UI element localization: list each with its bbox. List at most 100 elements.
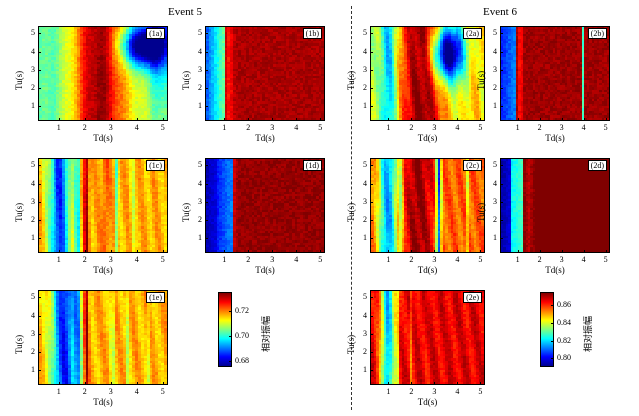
y-axis-label: Tu(s) [181,70,191,90]
y-tick-mark [370,201,373,203]
x-tick-label: 2 [82,255,87,264]
x-tick-mark [224,250,226,253]
panel-tag: (2b) [587,28,607,39]
x-tick-label: 2 [246,255,251,264]
x-tick-mark [480,250,482,253]
x-tick-label: 5 [603,123,608,132]
x-tick-mark [136,118,138,121]
colorbar-tick-mark [229,335,232,337]
y-tick-label: 4 [31,178,35,188]
colorbar-title: 相对振幅 [584,315,594,352]
x-tick-label: 1 [515,123,520,132]
panel-tag: (2a) [463,28,482,39]
y-tick-mark [38,201,41,203]
y-tick-mark [38,183,41,185]
x-tick-label: 4 [455,387,460,396]
plot-area-1c: (1c) [38,158,168,253]
heatmap-grid [501,27,609,120]
cbar-event6 [540,292,554,367]
x-tick-label: 4 [134,387,139,396]
y-tick-label: 1 [31,101,35,111]
y-tick-label: 3 [31,64,35,74]
y-tick-mark [370,297,373,299]
y-tick-label: 1 [31,365,35,375]
colorbar-tick-mark [551,358,554,360]
y-tick-mark [500,33,503,35]
y-tick-label: 4 [493,178,497,188]
x-tick-label: 1 [222,255,227,264]
x-tick-mark [411,118,413,121]
x-tick-label: 3 [559,123,564,132]
x-tick-mark [162,250,164,253]
y-tick-label: 2 [31,215,35,225]
panel-divider [351,6,352,410]
y-tick-mark [38,352,41,354]
x-tick-mark [136,382,138,385]
y-tick-mark [370,220,373,222]
event-title-5: Event 5 [168,6,202,18]
y-tick-mark [38,88,41,90]
heatmap-grid [39,291,167,384]
y-tick-mark [38,220,41,222]
x-tick-mark [84,250,86,253]
y-tick-label: 5 [363,292,367,302]
x-tick-label: 2 [246,123,251,132]
y-tick-mark [500,106,503,108]
y-tick-label: 4 [31,310,35,320]
y-tick-mark [370,333,373,335]
x-tick-label: 3 [108,387,113,396]
y-tick-mark [370,165,373,167]
x-tick-label: 4 [134,255,139,264]
panel-tag: (1c) [146,160,165,171]
y-tick-mark [38,238,41,240]
y-tick-label: 1 [363,365,367,375]
colorbar-tick-mark [229,360,232,362]
x-tick-mark [388,382,390,385]
x-tick-label: 5 [318,123,323,132]
x-tick-label: 4 [455,255,460,264]
colorbar-tick-mark [551,340,554,342]
heatmap-grid [206,159,324,252]
y-tick-label: 5 [493,28,497,38]
y-tick-mark [205,106,208,108]
y-tick-label: 3 [493,196,497,206]
x-tick-label: 2 [82,123,87,132]
plot-area-2a: (2a) [370,26,485,121]
colorbar-tick-label: 0.84 [557,317,571,327]
y-tick-label: 5 [31,292,35,302]
y-tick-mark [370,88,373,90]
x-tick-label: 1 [222,123,227,132]
heatmap-grid [501,159,609,252]
y-tick-label: 2 [493,83,497,93]
x-tick-label: 5 [478,387,483,396]
x-tick-mark [605,250,607,253]
y-tick-mark [370,106,373,108]
colorbar-tick-label: 0.80 [557,353,571,363]
x-tick-label: 5 [478,123,483,132]
x-axis-label: Td(s) [417,265,438,275]
x-tick-label: 3 [559,255,564,264]
x-tick-label: 5 [160,387,165,396]
y-tick-mark [370,51,373,53]
plot-area-2e: (2e) [370,290,485,385]
y-axis-label: Tu(s) [346,70,356,90]
panel-tag: (1b) [302,28,322,39]
x-tick-label: 4 [294,123,299,132]
x-tick-mark [110,382,112,385]
x-tick-label: 2 [409,255,414,264]
x-tick-mark [411,382,413,385]
plot-area-1b: (1b) [205,26,325,121]
y-tick-mark [500,201,503,203]
colorbar-gradient [541,293,553,366]
y-tick-mark [205,183,208,185]
x-axis-label: Td(s) [417,397,438,407]
x-tick-label: 4 [455,123,460,132]
y-tick-mark [205,220,208,222]
y-tick-label: 1 [493,233,497,243]
y-tick-label: 5 [31,28,35,38]
x-tick-label: 2 [537,255,542,264]
x-tick-label: 3 [432,387,437,396]
y-tick-label: 1 [31,233,35,243]
x-tick-label: 2 [82,387,87,396]
y-tick-label: 4 [493,46,497,56]
